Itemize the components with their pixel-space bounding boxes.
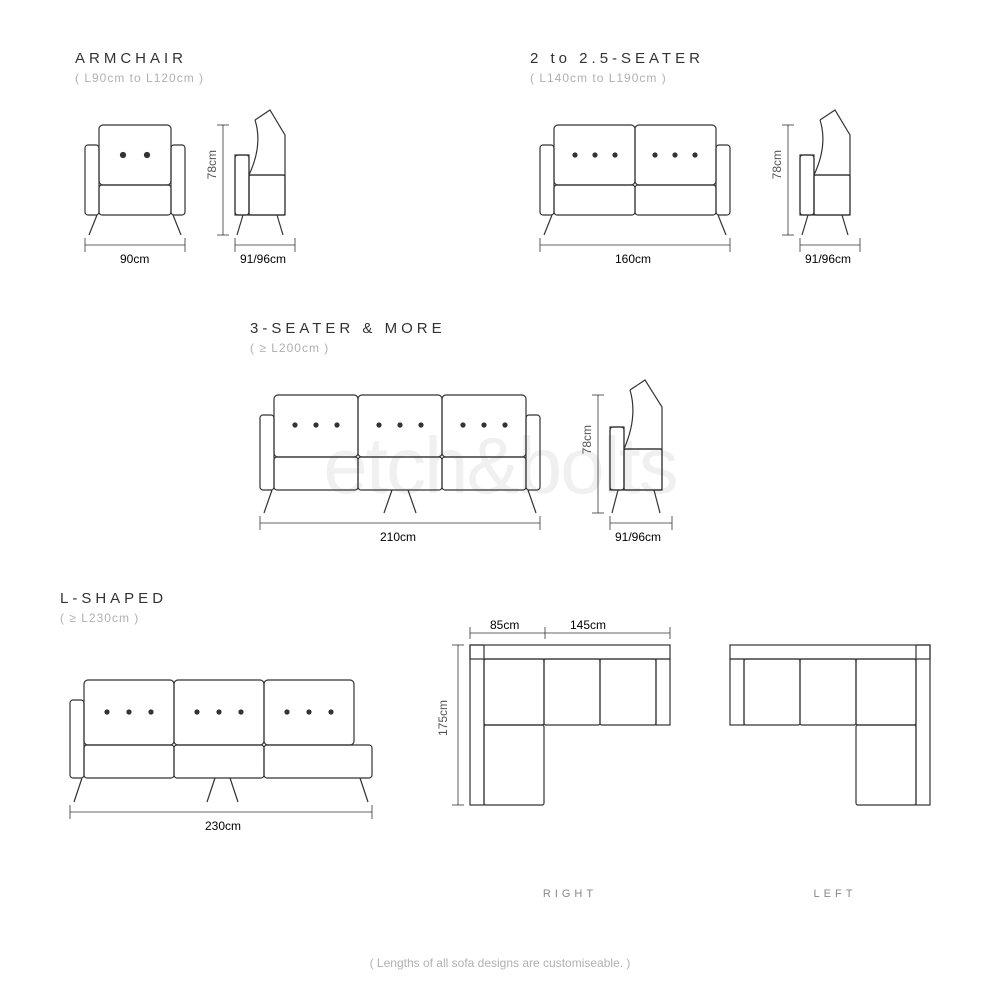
l-right-depth: 175cm: [436, 700, 450, 736]
l-right-label: RIGHT: [430, 888, 710, 900]
two-seater-side-height: 78cm: [770, 150, 784, 179]
l-shaped-subtitle: ( ≥ L230cm ): [60, 611, 167, 625]
three-seater-title: 3-SEATER & MORE: [250, 320, 770, 337]
three-seater-front-width: 210cm: [380, 530, 416, 544]
two-seater-subtitle: ( L140cm to L190cm ): [530, 71, 920, 85]
armchair-side-height: 78cm: [205, 150, 219, 179]
l-right-sofa-w: 145cm: [570, 618, 606, 632]
l-shaped-front-width: 230cm: [205, 819, 241, 833]
three-seater-side-height: 78cm: [580, 425, 594, 454]
section-two-seater: 2 to 2.5-SEATER ( L140cm to L190cm ) 160…: [530, 50, 920, 270]
two-seater-side-depth: 91/96cm: [805, 252, 851, 265]
l-shaped-title: L-SHAPED: [60, 590, 167, 607]
l-right-chaise-w: 85cm: [490, 618, 519, 632]
three-seater-drawing: 210cm 78cm 91/96cm: [250, 365, 770, 545]
two-seater-title: 2 to 2.5-SEATER: [530, 50, 920, 67]
armchair-title: ARMCHAIR: [75, 50, 355, 67]
armchair-subtitle: ( L90cm to L120cm ): [75, 71, 355, 85]
armchair-drawing: 90cm 78cm 91/96cm: [75, 95, 355, 265]
l-shaped-front: 230cm: [60, 650, 390, 845]
section-three-seater: 3-SEATER & MORE ( ≥ L200cm ) 2: [250, 320, 770, 550]
armchair-front-width: 90cm: [120, 252, 149, 265]
two-seater-front-width: 160cm: [615, 252, 651, 265]
l-shaped-top-left: LEFT: [720, 615, 950, 900]
three-seater-side-depth: 91/96cm: [615, 530, 661, 544]
section-armchair: ARMCHAIR ( L90cm to L120cm ) 90cm: [75, 50, 355, 270]
armchair-side-depth: 91/96cm: [240, 252, 286, 265]
two-seater-drawing: 160cm 78cm 91/96cm: [530, 95, 920, 265]
l-left-label: LEFT: [720, 888, 950, 900]
footer-note: ( Lengths of all sofa designs are custom…: [0, 956, 1000, 970]
l-shaped-top-right: 85cm 145cm 175cm RIGHT: [430, 615, 710, 900]
three-seater-subtitle: ( ≥ L200cm ): [250, 341, 770, 355]
section-l-shaped: L-SHAPED ( ≥ L230cm ): [60, 590, 167, 625]
